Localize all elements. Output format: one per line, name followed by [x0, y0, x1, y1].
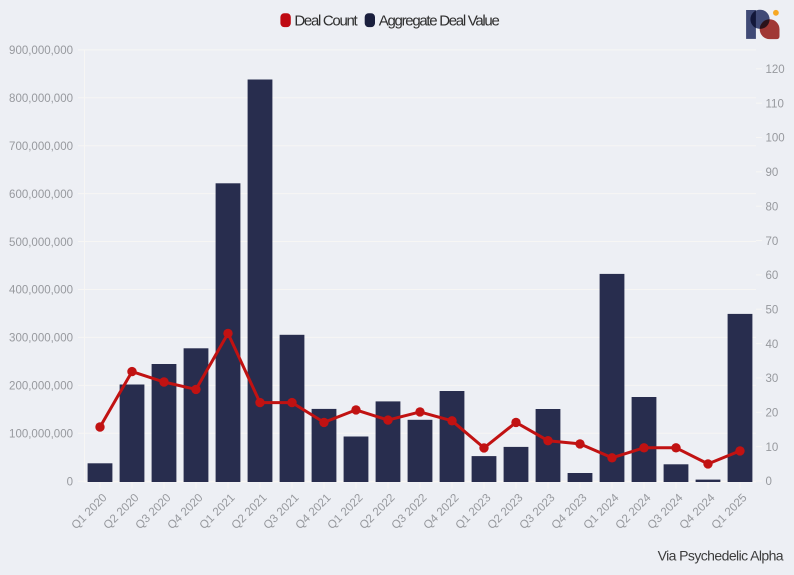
svg-text:120: 120: [766, 64, 785, 76]
svg-text:10: 10: [766, 442, 779, 454]
svg-text:800,000,000: 800,000,000: [9, 93, 73, 105]
svg-text:0: 0: [766, 476, 772, 488]
svg-text:0: 0: [67, 476, 73, 488]
svg-text:30: 30: [766, 373, 779, 385]
svg-text:300,000,000: 300,000,000: [9, 333, 73, 345]
svg-text:80: 80: [766, 201, 779, 213]
svg-text:Deal Count: Deal Count: [294, 13, 358, 30]
svg-text:100,000,000: 100,000,000: [9, 428, 73, 440]
svg-text:90: 90: [766, 167, 779, 179]
svg-text:500,000,000: 500,000,000: [9, 237, 73, 249]
svg-text:110: 110: [766, 98, 784, 110]
svg-text:50: 50: [766, 304, 779, 316]
svg-text:900,000,000: 900,000,000: [9, 45, 73, 57]
svg-text:200,000,000: 200,000,000: [9, 381, 73, 393]
svg-text:400,000,000: 400,000,000: [9, 285, 73, 297]
svg-text:100: 100: [766, 133, 785, 145]
svg-text:600,000,000: 600,000,000: [9, 189, 73, 201]
svg-text:40: 40: [766, 339, 779, 351]
svg-text:Via Psychedelic Alpha: Via Psychedelic Alpha: [658, 548, 784, 564]
svg-text:Aggregate Deal Value: Aggregate Deal Value: [379, 13, 500, 30]
svg-text:60: 60: [766, 270, 779, 282]
svg-text:70: 70: [766, 236, 779, 248]
svg-text:20: 20: [766, 408, 779, 420]
svg-text:700,000,000: 700,000,000: [9, 141, 73, 153]
